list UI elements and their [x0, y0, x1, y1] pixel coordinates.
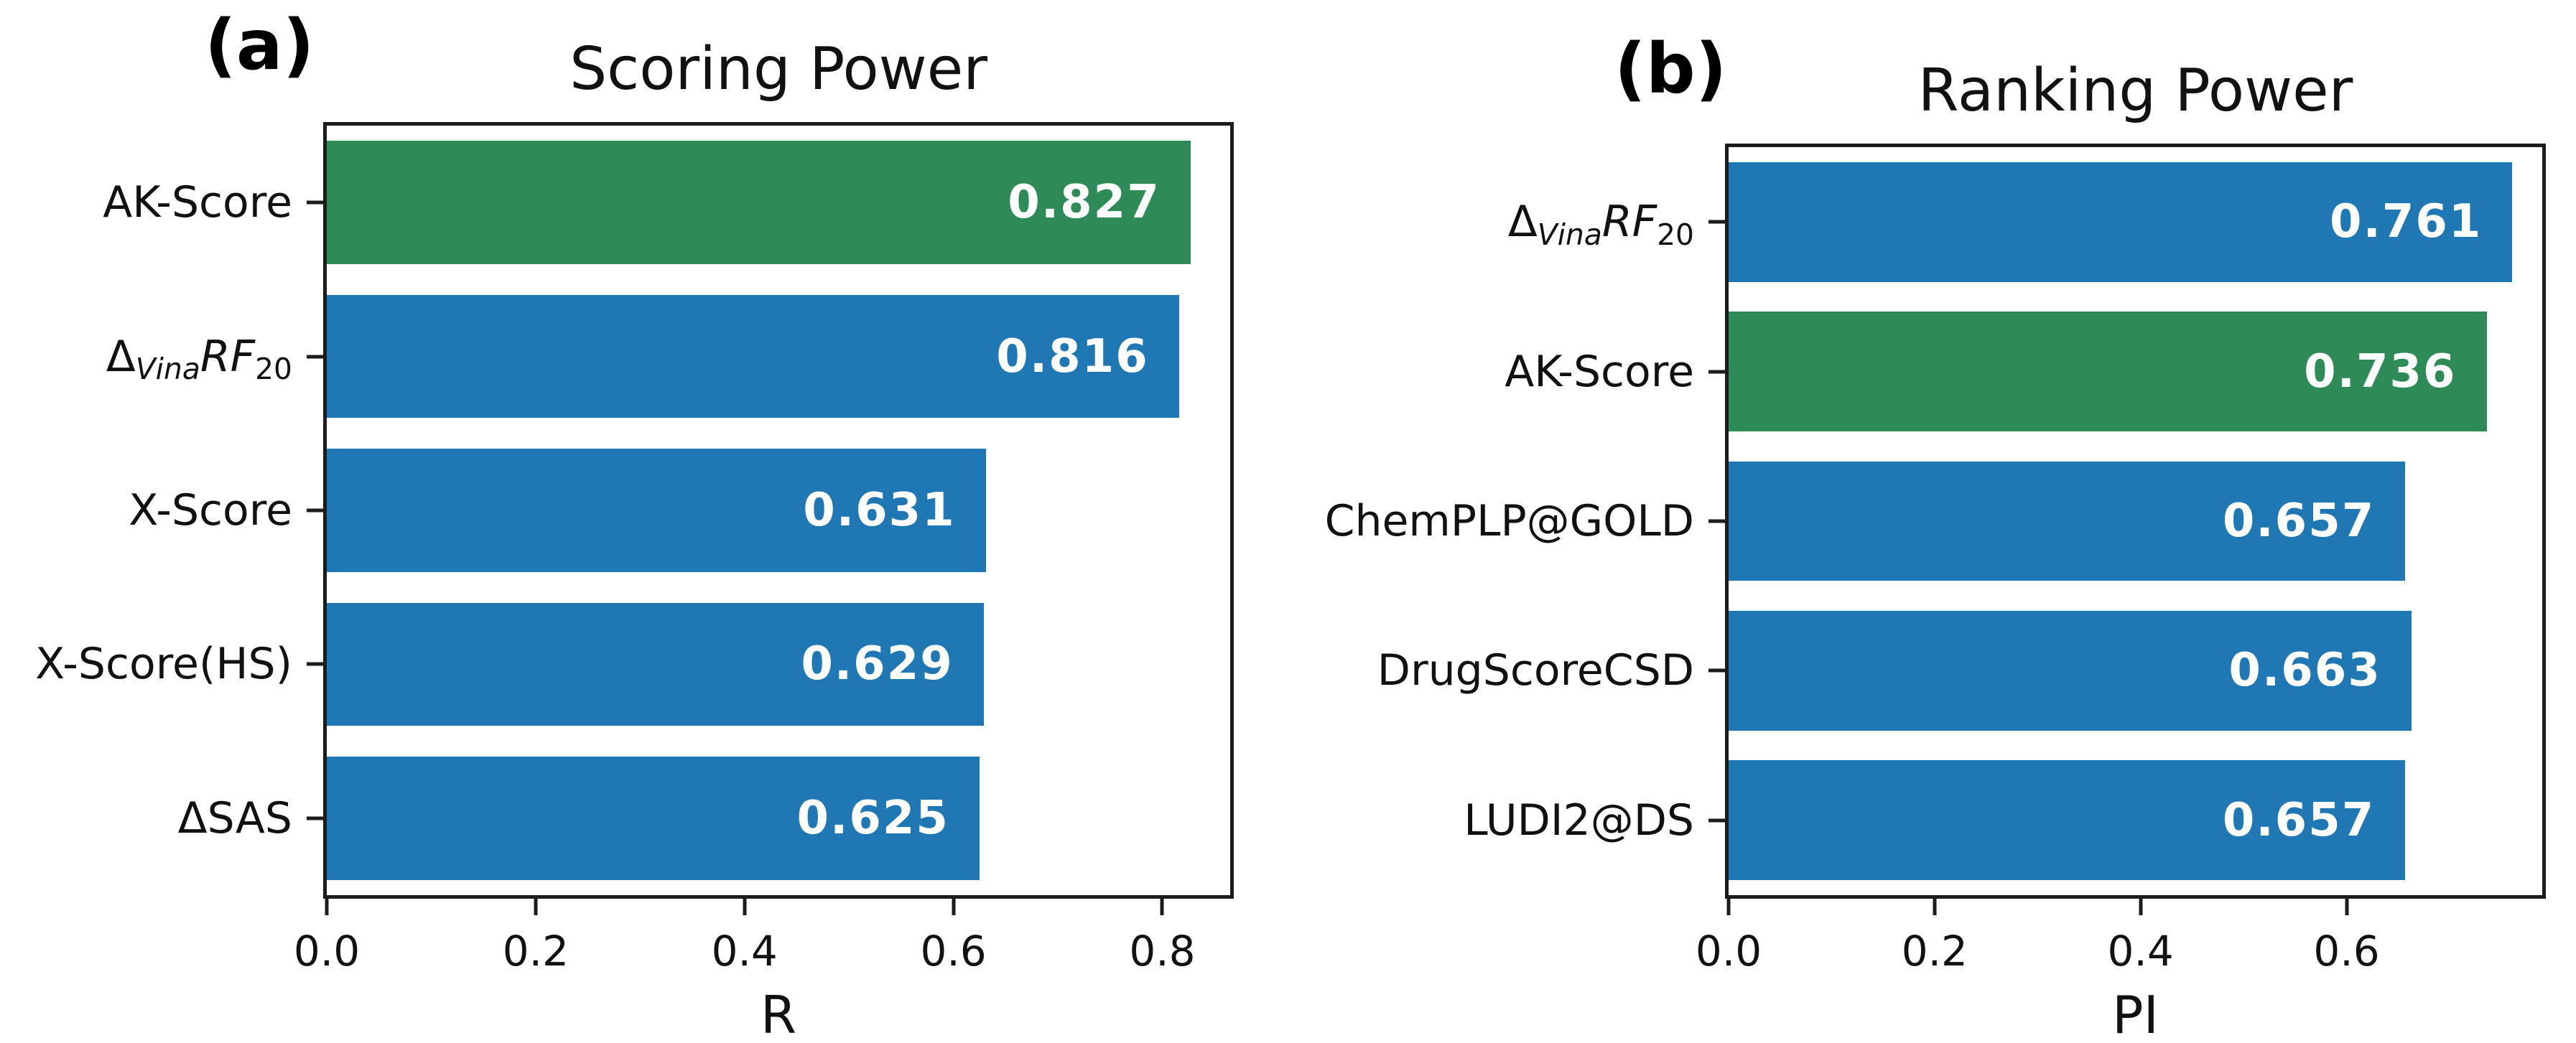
bar-ΔVinaRF20: 0.816	[327, 294, 1179, 418]
y-tick	[1708, 370, 1726, 374]
chart-title: Scoring Power	[569, 34, 987, 103]
bar-value-label: 0.657	[2222, 494, 2376, 548]
y-axis-label: DrugScoreCSD	[1377, 645, 1694, 696]
bar-X-Score: 0.631	[327, 449, 986, 572]
bar-value-label: 0.663	[2228, 644, 2381, 698]
x-tick	[2139, 898, 2143, 915]
bar-value-label: 0.625	[796, 791, 949, 845]
bar-DrugScoreCSD: 0.663	[1729, 611, 2412, 731]
bar-value-label: 0.736	[2304, 345, 2457, 398]
x-tick-label: 0.4	[711, 927, 778, 976]
y-tick	[307, 508, 324, 513]
y-tick	[307, 355, 324, 359]
plot-area: 0.761 ΔVinaRF20 0.736 AK-Score 0.657 ChemPLP@…	[1325, 144, 2546, 976]
panel-label-b: (b)	[1614, 29, 1727, 109]
x-tick	[1726, 898, 1731, 915]
y-axis-label: LUDI2@DS	[1464, 795, 1694, 846]
x-tick	[1933, 898, 1937, 915]
chart-scoring-power: Scoring Power 0.827 AK-Score 0.816 ΔVinaRF2…	[35, 37, 1234, 1043]
y-tick	[307, 816, 324, 820]
x-tick-label: 0.6	[2313, 927, 2380, 976]
y-axis-label: AK-Score	[103, 177, 292, 228]
bar-LUDI2@DS: 0.657	[1729, 760, 2406, 881]
bar-value-label: 0.657	[2222, 793, 2376, 847]
x-tick	[534, 898, 538, 915]
x-tick	[2345, 898, 2348, 915]
x-tick-label: 0.0	[293, 927, 361, 976]
bar-AK-Score: 0.736	[1729, 312, 2487, 431]
x-tick-label: 0.0	[1695, 927, 1762, 976]
bar-ΔSAS: 0.625	[327, 757, 980, 880]
y-tick	[307, 662, 324, 666]
y-axis-label: ΔVinaRF20	[106, 331, 292, 387]
y-axis-label: ΔSAS	[177, 792, 292, 843]
bar-ΔVinaRF20: 0.761	[1729, 162, 2513, 282]
x-tick	[952, 898, 956, 915]
plot-area: 0.827 AK-Score 0.816 ΔVinaRF20 0.631 X-Score 0…	[35, 122, 1234, 976]
bar-value-label: 0.629	[801, 637, 954, 691]
chart-ranking-power: Ranking Power 0.761 ΔVinaRF20 0.736 AK-Scor…	[1325, 58, 2546, 1043]
x-tick-label: 0.6	[920, 927, 987, 976]
y-axis-label: ΔVinaRF20	[1507, 197, 1694, 252]
y-tick	[1708, 519, 1726, 523]
x-tick-label: 0.2	[1901, 927, 1968, 976]
x-tick-label: 0.4	[2107, 927, 2174, 976]
y-axis-label: X-Score(HS)	[35, 639, 292, 690]
y-tick	[1708, 668, 1726, 673]
x-axis-label: PI	[2112, 985, 2159, 1043]
x-tick-label: 0.8	[1129, 927, 1196, 976]
y-tick	[307, 200, 324, 205]
x-tick	[743, 898, 747, 915]
panel-label-a: (a)	[205, 5, 315, 85]
chart-title: Ranking Power	[1917, 56, 2353, 125]
bar-value-label: 0.631	[803, 483, 956, 537]
y-axis-label: AK-Score	[1505, 346, 1694, 397]
bar-AK-Score: 0.827	[327, 141, 1191, 264]
y-tick	[1708, 220, 1726, 224]
x-tick	[325, 898, 329, 915]
bar-X-Score(HS): 0.629	[327, 602, 984, 726]
x-axis-label: R	[760, 985, 797, 1043]
y-axis-label: ChemPLP@GOLD	[1324, 496, 1694, 546]
x-tick	[1160, 898, 1164, 915]
bar-ChemPLP@GOLD: 0.657	[1729, 461, 2406, 581]
bar-value-label: 0.827	[1008, 176, 1161, 230]
bar-value-label: 0.761	[2329, 195, 2483, 249]
y-tick	[1708, 818, 1726, 823]
y-axis-label: X-Score	[129, 485, 292, 535]
bar-value-label: 0.816	[996, 329, 1149, 383]
x-tick-label: 0.2	[502, 927, 569, 976]
